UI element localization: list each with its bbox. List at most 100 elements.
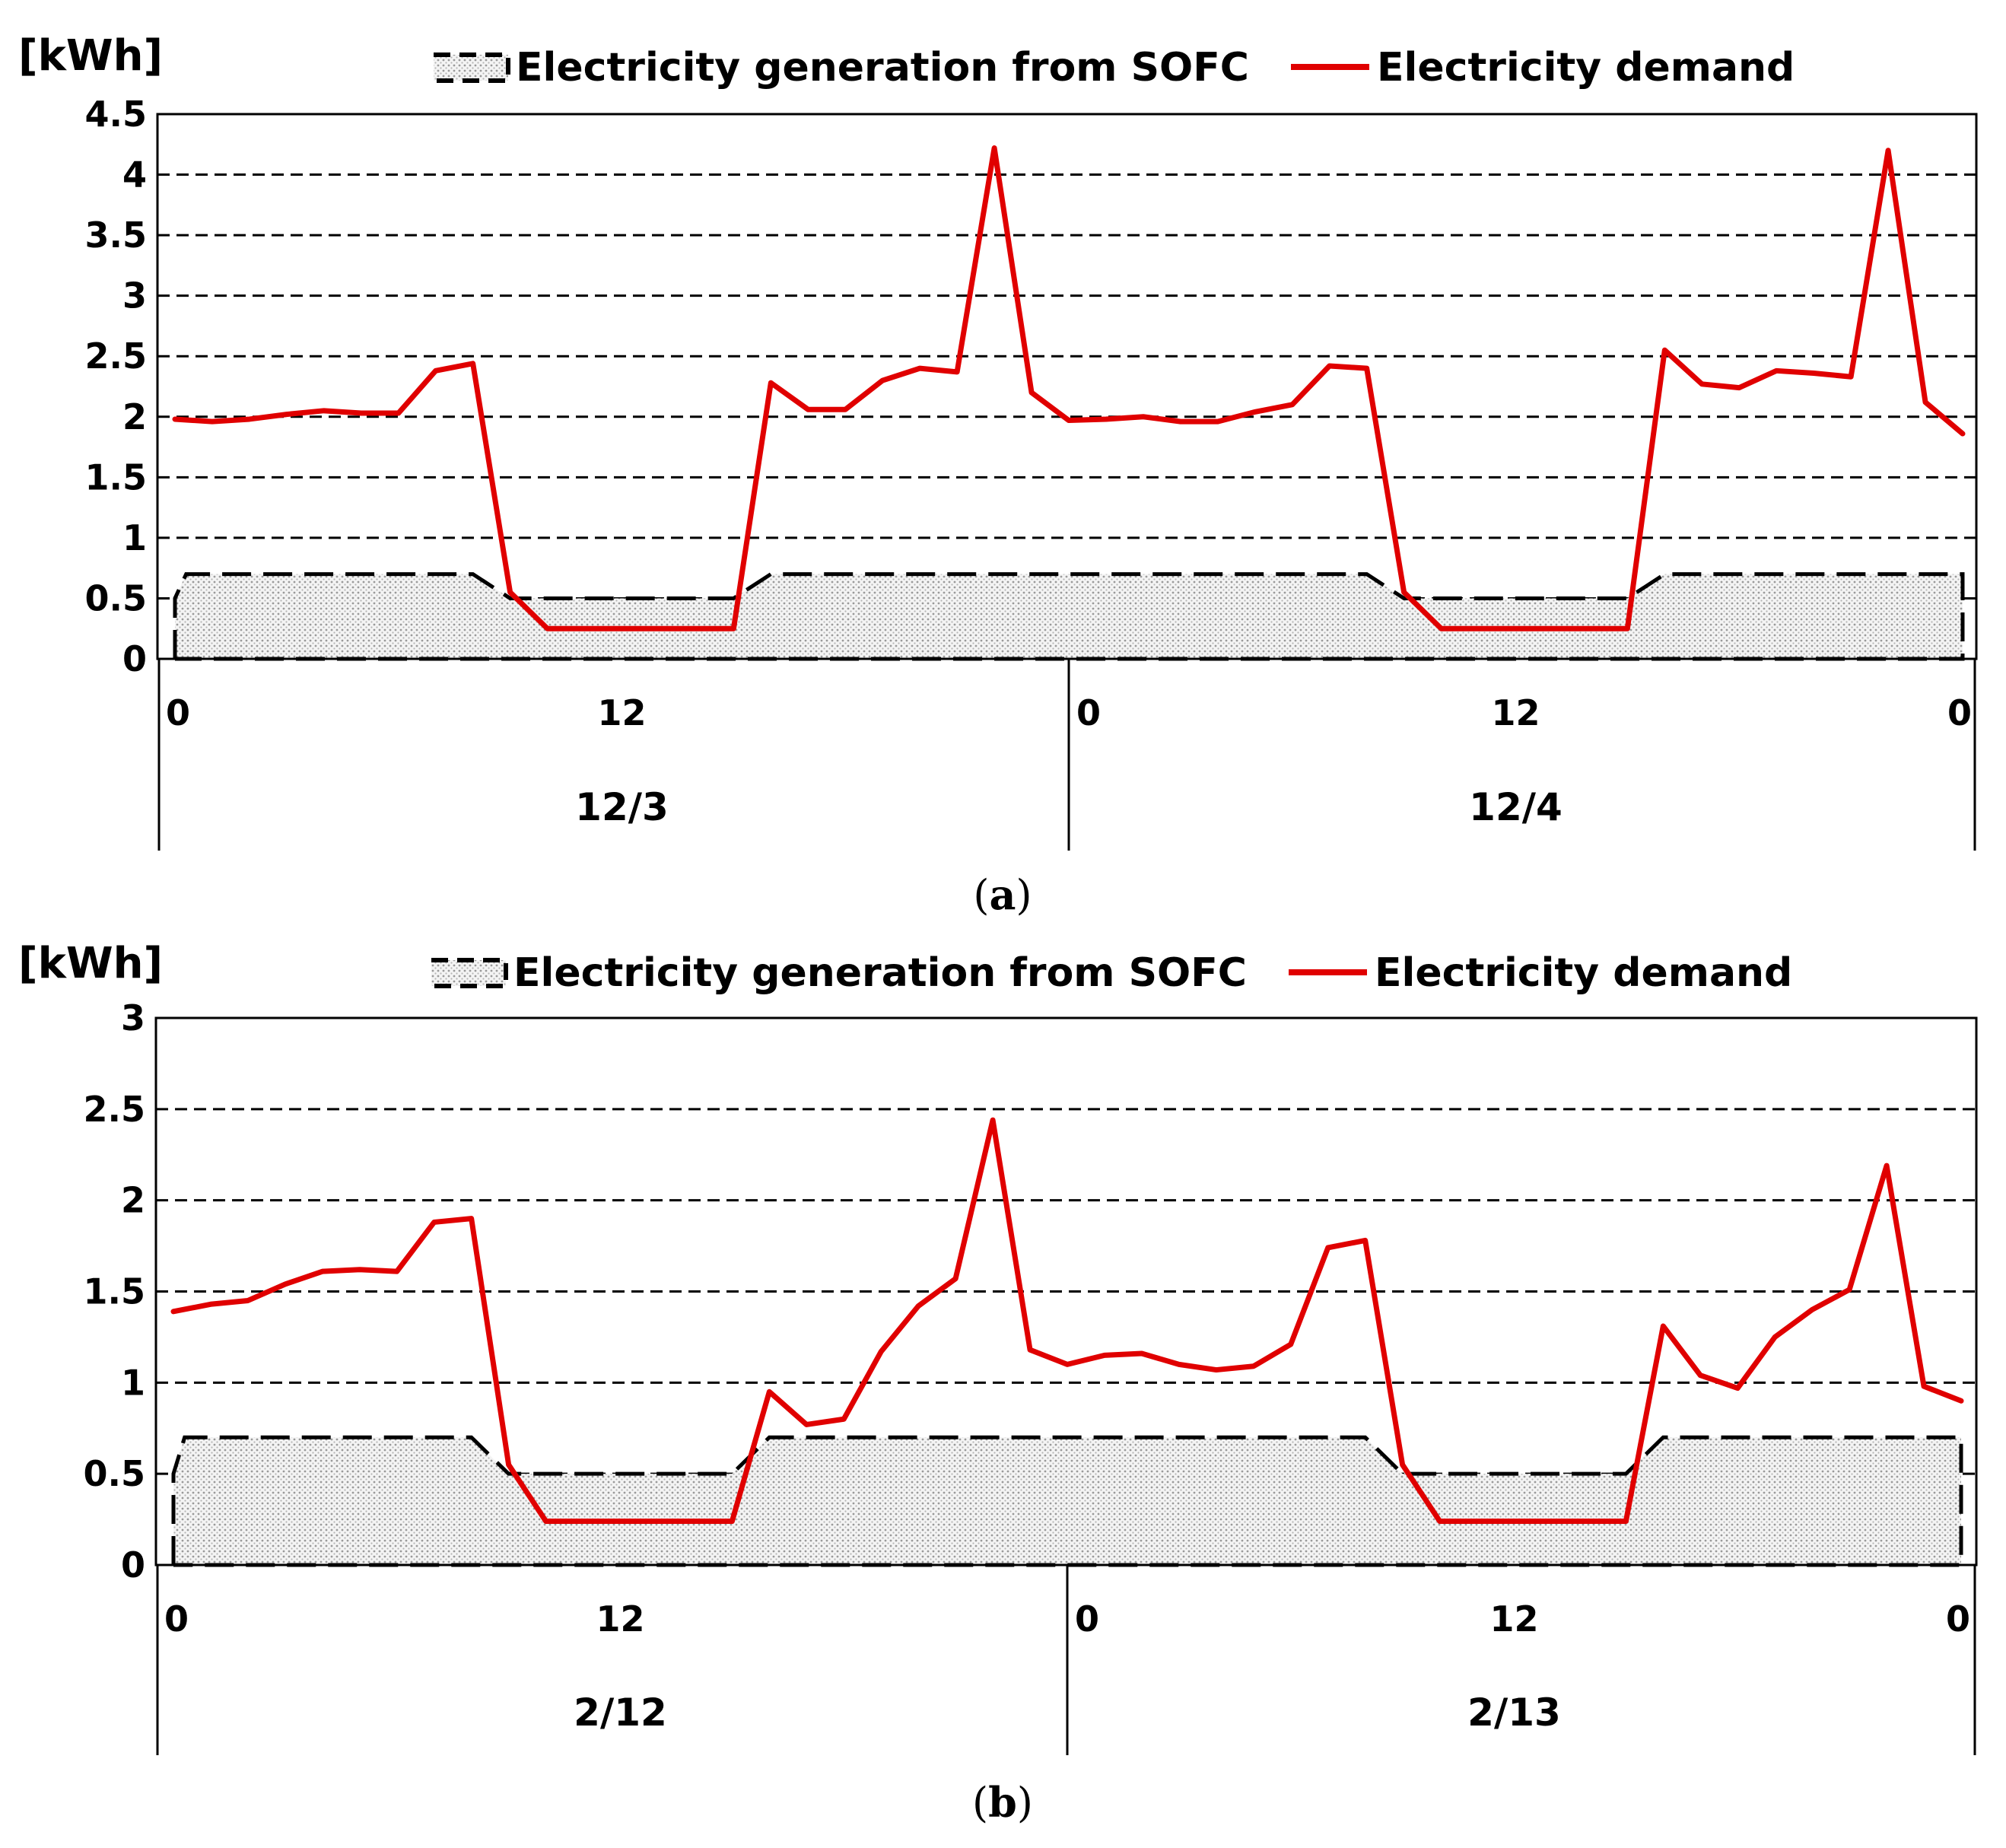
demand-point	[1515, 628, 1516, 629]
plot-area-frame	[156, 113, 1978, 660]
demand-point	[398, 412, 399, 414]
demand-point	[807, 409, 809, 410]
demand-point	[1811, 1309, 1813, 1310]
demand-point	[1738, 387, 1740, 389]
demand-point	[806, 1423, 807, 1425]
y-tick-label: 1	[122, 517, 147, 558]
y-tick-label: 0.5	[85, 577, 148, 619]
x-tick-label: 0	[166, 692, 190, 733]
y-axis-ticks: 0 0.5 1 1.5 2 2.5 3 3.5 4 4.5	[85, 94, 148, 679]
legend-label-demand: Electricity demand	[1375, 950, 1792, 996]
demand-point	[584, 628, 586, 629]
x-tick-label: 0	[1075, 1598, 1099, 1640]
demand-point	[1068, 420, 1070, 421]
demand-point	[396, 1271, 398, 1272]
demand-point	[1178, 1363, 1180, 1365]
y-tick-label: 4	[122, 154, 147, 196]
legend-swatch-sofc-border	[431, 958, 508, 988]
demand-point	[547, 628, 548, 629]
demand-point	[545, 1520, 547, 1522]
x-tick-label: 0	[164, 1598, 189, 1640]
date-label: 12/3	[575, 785, 669, 829]
demand-point	[1514, 1520, 1515, 1522]
demand-point	[695, 628, 697, 629]
x-axis: 0 12 0 12 0 12/3 12/4	[157, 659, 1976, 851]
legend-swatch-sofc	[434, 55, 508, 81]
legend-swatch-sofc-border	[434, 52, 510, 83]
demand-point	[286, 414, 288, 415]
gridlines	[156, 1108, 1976, 1475]
x-tick-label: 12	[1489, 1598, 1538, 1640]
sofc-generation-area	[175, 574, 1963, 659]
x-tick-label: 12	[1491, 692, 1540, 733]
demand-point	[323, 410, 325, 412]
demand-point	[880, 1351, 882, 1353]
legend-label-sofc: Electricity generation from SOFC	[516, 45, 1249, 91]
x-tick-label: 0	[1946, 1598, 1970, 1640]
demand-point	[472, 363, 474, 364]
demand-point	[658, 628, 660, 629]
demand-point	[1699, 1375, 1701, 1376]
demand-point	[1439, 1520, 1441, 1522]
series-layer	[170, 1117, 1964, 1567]
chart-panel-b: [kWh] Electricity generation from SOFC E…	[18, 939, 1978, 1827]
demand-point	[656, 1520, 658, 1522]
demand-point	[1327, 1247, 1329, 1248]
demand-point	[733, 628, 734, 629]
date-label: 2/13	[1467, 1691, 1561, 1735]
demand-point	[620, 1520, 621, 1522]
y-tick-label: 4.5	[85, 94, 148, 135]
demand-point	[1105, 418, 1107, 420]
demand-point	[844, 409, 846, 410]
panel-label-a: (a)	[973, 870, 1032, 919]
series-layer	[172, 145, 1966, 661]
y-unit-label: [kWh]	[18, 939, 163, 988]
demand-point	[882, 380, 883, 381]
legend: Electricity generation from SOFC Electri…	[431, 950, 1792, 996]
demand-point	[1626, 628, 1628, 629]
y-tick-label: 1.5	[84, 1271, 146, 1312]
sofc-generation-border	[171, 1435, 1963, 1567]
y-tick-label: 0	[121, 1544, 145, 1586]
demand-point	[1664, 349, 1665, 351]
demand-point	[247, 1299, 249, 1301]
demand-point	[211, 421, 213, 422]
x-tick-label: 12	[596, 1598, 644, 1640]
y-tick-label: 2.5	[85, 336, 148, 377]
chart-panel-a: [kWh] Electricity generation from SOFC E…	[18, 31, 1978, 919]
demand-point	[1589, 628, 1591, 629]
demand-point	[1550, 1520, 1552, 1522]
x-tick-label: 12	[597, 692, 646, 733]
panel-label-letter: b	[988, 1778, 1017, 1827]
demand-point	[731, 1520, 733, 1522]
date-label: 12/4	[1469, 785, 1563, 829]
demand-point	[956, 371, 958, 373]
demand-point	[1441, 628, 1442, 629]
y-tick-label: 1.5	[85, 456, 148, 498]
demand-point	[1662, 1325, 1664, 1327]
demand-point	[1104, 1354, 1105, 1356]
y-tick-label: 2.5	[84, 1089, 146, 1130]
y-unit-label: [kWh]	[18, 31, 163, 81]
demand-point	[249, 418, 250, 420]
demand-point	[1366, 367, 1368, 369]
y-tick-label: 3.5	[85, 215, 148, 256]
y-tick-label: 2	[121, 1180, 145, 1221]
y-tick-label: 0	[122, 638, 147, 679]
legend: Electricity generation from SOFC Electri…	[434, 45, 1795, 91]
y-tick-label: 1	[121, 1362, 145, 1403]
legend-label-demand: Electricity demand	[1377, 45, 1795, 91]
demand-point	[1887, 150, 1889, 151]
y-tick-label: 3	[122, 275, 147, 316]
demand-point	[1329, 365, 1330, 367]
demand-point	[322, 1271, 323, 1272]
y-axis-ticks: 0 0.5 1 1.5 2 2.5 3	[84, 997, 146, 1586]
x-axis: 0 12 0 12 0 2/12 2/13	[156, 1565, 1976, 1755]
demand-point	[1180, 421, 1181, 422]
demand-point	[1478, 628, 1480, 629]
y-tick-label: 3	[121, 997, 145, 1039]
electricity-demand-line	[172, 145, 1966, 631]
demand-point	[174, 418, 176, 420]
demand-point	[1290, 1344, 1292, 1345]
demand-point	[471, 1218, 472, 1220]
